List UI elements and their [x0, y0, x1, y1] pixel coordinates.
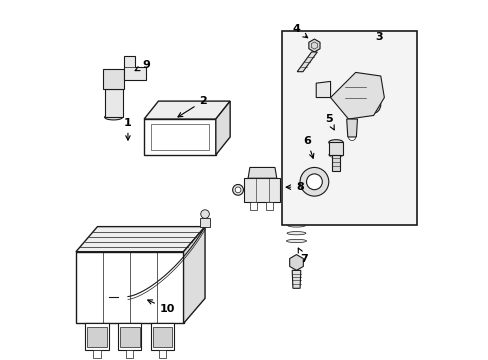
Circle shape — [93, 291, 105, 302]
Polygon shape — [249, 202, 257, 211]
Circle shape — [207, 147, 213, 152]
Polygon shape — [215, 101, 230, 155]
Polygon shape — [144, 101, 230, 119]
Polygon shape — [292, 270, 300, 288]
Circle shape — [89, 287, 109, 307]
Circle shape — [306, 174, 322, 190]
Polygon shape — [118, 323, 141, 350]
Text: 6: 6 — [303, 136, 313, 158]
Polygon shape — [330, 72, 384, 119]
Circle shape — [122, 291, 133, 302]
Text: 7: 7 — [298, 248, 307, 264]
Polygon shape — [144, 119, 215, 155]
Circle shape — [146, 122, 152, 127]
Polygon shape — [124, 56, 145, 80]
Polygon shape — [76, 226, 204, 252]
Circle shape — [235, 187, 241, 193]
Circle shape — [348, 134, 355, 140]
Circle shape — [146, 147, 152, 152]
Circle shape — [118, 287, 138, 307]
Polygon shape — [104, 89, 122, 117]
Polygon shape — [120, 327, 139, 347]
Polygon shape — [93, 350, 101, 357]
Circle shape — [362, 96, 380, 114]
Polygon shape — [199, 218, 210, 226]
Ellipse shape — [286, 239, 306, 243]
Text: 10: 10 — [147, 300, 175, 314]
Text: 2: 2 — [178, 96, 207, 117]
Circle shape — [201, 210, 209, 219]
Circle shape — [207, 122, 213, 127]
Text: 3: 3 — [374, 32, 382, 41]
Ellipse shape — [286, 231, 305, 235]
Polygon shape — [265, 202, 273, 211]
Polygon shape — [102, 69, 124, 89]
Circle shape — [125, 294, 130, 299]
Polygon shape — [289, 255, 303, 270]
Text: 1: 1 — [124, 118, 132, 140]
Ellipse shape — [328, 140, 343, 145]
Bar — [282, 31, 416, 225]
Polygon shape — [328, 142, 343, 155]
Circle shape — [300, 167, 328, 196]
Polygon shape — [126, 350, 133, 357]
Polygon shape — [183, 226, 204, 323]
Text: 8: 8 — [285, 182, 304, 192]
Polygon shape — [85, 323, 108, 350]
Text: 9: 9 — [135, 60, 149, 71]
Ellipse shape — [287, 216, 304, 219]
Text: 5: 5 — [325, 114, 333, 130]
Circle shape — [97, 294, 102, 299]
Polygon shape — [150, 323, 174, 350]
Ellipse shape — [104, 114, 122, 120]
Polygon shape — [244, 178, 280, 202]
Polygon shape — [297, 52, 317, 72]
Polygon shape — [247, 167, 276, 178]
Polygon shape — [308, 39, 319, 52]
Polygon shape — [152, 327, 172, 347]
Polygon shape — [87, 327, 107, 347]
Ellipse shape — [328, 152, 343, 158]
Polygon shape — [331, 155, 340, 171]
Text: 4: 4 — [292, 24, 307, 38]
Polygon shape — [316, 81, 330, 98]
Circle shape — [232, 184, 243, 195]
Circle shape — [367, 100, 375, 109]
Polygon shape — [76, 252, 183, 323]
Ellipse shape — [287, 224, 305, 227]
Polygon shape — [346, 119, 357, 137]
Polygon shape — [159, 350, 166, 357]
